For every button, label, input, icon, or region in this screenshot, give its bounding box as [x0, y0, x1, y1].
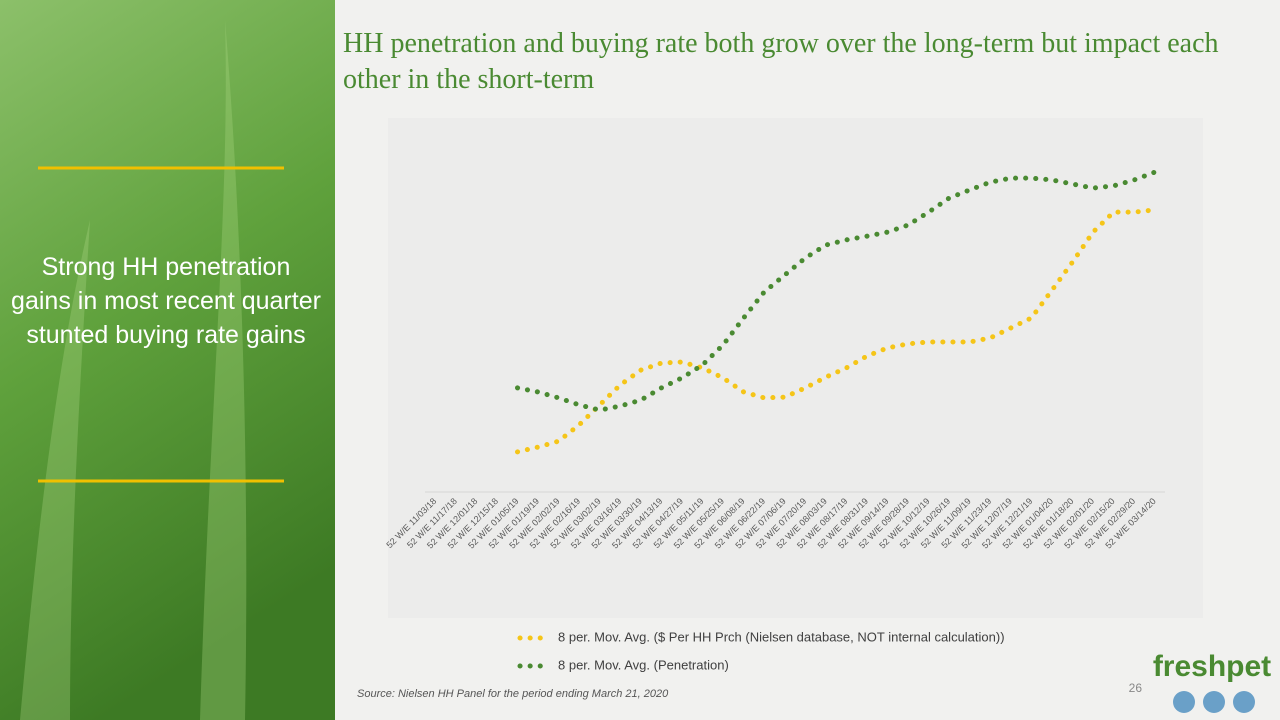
- chart-title: HH penetration and buying rate both grow…: [343, 28, 1219, 95]
- sidebar-box: Strong HH penetration gains in most rece…: [11, 253, 321, 349]
- grass-blade: [20, 220, 90, 720]
- logo-icon: [1203, 691, 1225, 713]
- logo: freshpet: [1153, 650, 1271, 683]
- legend-label: 8 per. Mov. Avg. (Penetration): [558, 657, 729, 672]
- plot-background: [388, 118, 1203, 618]
- source: Source: Nielsen HH Panel for the period …: [357, 688, 669, 700]
- title-box: HH penetration and buying rate both grow…: [343, 28, 1219, 95]
- legend: 8 per. Mov. Avg. ($ Per HH Prch (Nielsen…: [517, 629, 1005, 672]
- series-line: [515, 169, 1158, 413]
- logo-icon: [1233, 691, 1255, 713]
- grass-blade: [200, 20, 247, 720]
- legend-label: 8 per. Mov. Avg. ($ Per HH Prch (Nielsen…: [558, 629, 1005, 644]
- sidebar-text: Strong HH penetration gains in most rece…: [11, 253, 321, 349]
- series-line: [515, 207, 1158, 455]
- sidebar: [0, 0, 335, 720]
- page-number: 26: [1129, 681, 1143, 695]
- logo-icon: [1173, 691, 1195, 713]
